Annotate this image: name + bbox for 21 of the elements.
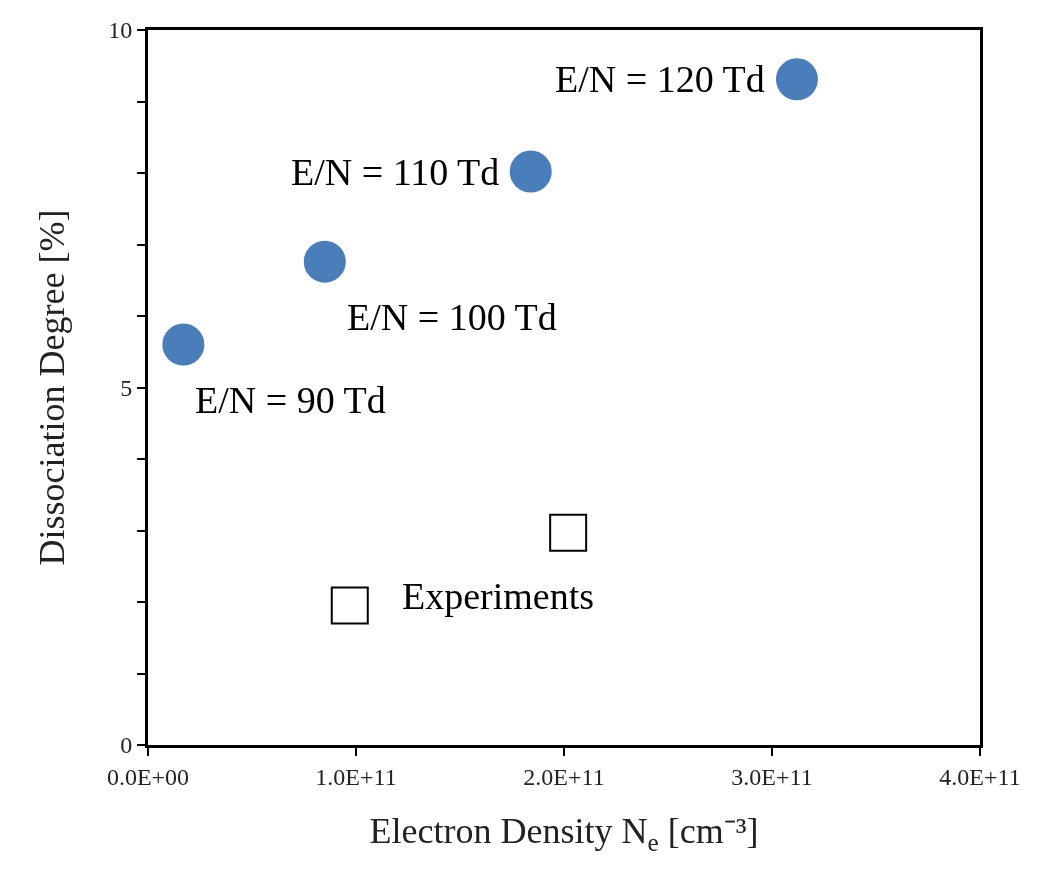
x-tick-label: 2.0E+11: [523, 763, 605, 790]
point: [775, 58, 818, 101]
y-axis-title: Dissociation Degree [%]: [32, 209, 72, 566]
annotation: Experiments: [402, 575, 595, 617]
point: [303, 240, 346, 283]
point: [330, 586, 369, 625]
x-tick-label: 1.0E+11: [315, 763, 397, 790]
y-tick-label: 5: [120, 374, 133, 401]
annotation: E/N = 100 Td: [347, 296, 557, 338]
y-tick-label: 0: [120, 732, 133, 759]
annotation: E/N = 90 Td: [195, 379, 386, 421]
annotation: E/N = 120 Td: [555, 58, 765, 100]
point: [549, 513, 588, 552]
x-axis-title: Electron Density N$_{e}$ [cm⁻³]: [369, 811, 759, 857]
y-tick-label: 10: [108, 17, 133, 44]
x-tick-label: 3.0E+11: [731, 763, 813, 790]
point: [509, 150, 552, 193]
point: [162, 323, 205, 366]
x-tick-label: 0.0E+00: [106, 763, 190, 790]
x-tick-label: 4.0E+11: [939, 763, 1021, 790]
annotation: E/N = 110 Td: [291, 151, 500, 193]
